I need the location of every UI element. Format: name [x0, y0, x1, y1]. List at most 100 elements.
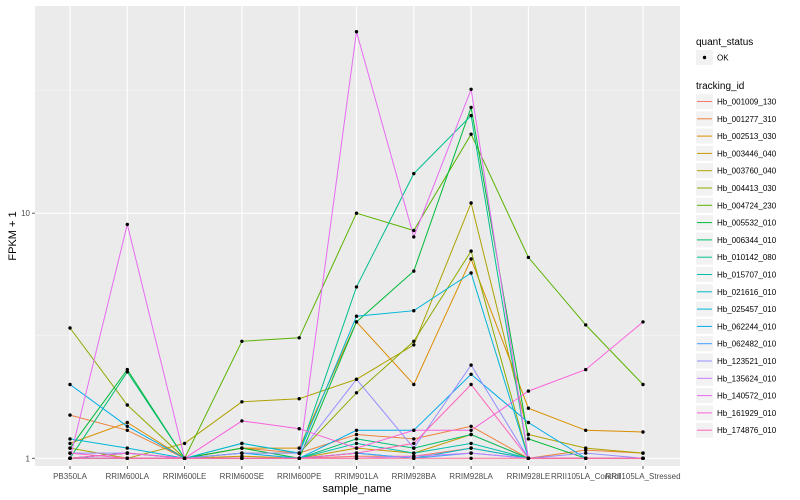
legend-label: Hb_004724_230: [717, 201, 777, 210]
x-tick-label: PB350LA: [53, 472, 87, 481]
data-point: [584, 456, 588, 460]
legend-label: Hb_003446_040: [717, 149, 777, 158]
legend-label: Hb_001277_310: [717, 115, 777, 124]
data-point: [125, 222, 129, 227]
legend: quant_status OK tracking_id Hb_001009_130 Hb…: [696, 37, 777, 438]
data-point: [240, 451, 244, 455]
data-point: [125, 420, 129, 425]
data-point: [354, 391, 359, 395]
data-point: [125, 424, 129, 428]
data-point: [469, 201, 473, 205]
data-point: [641, 456, 645, 460]
data-point: [641, 382, 645, 387]
data-point: [354, 428, 359, 432]
data-point: [354, 320, 359, 324]
data-point: [469, 113, 473, 118]
data-point: [469, 441, 473, 446]
data-point: [125, 456, 129, 460]
legend-label: Hb_001009_130: [717, 98, 777, 107]
data-point: [469, 87, 473, 92]
x-tick-label: RRII105LA_Stressed: [605, 472, 680, 481]
data-point: [240, 441, 244, 446]
legend-label: Hb_004413_030: [717, 184, 777, 193]
data-point: [240, 446, 244, 450]
data-point: [469, 382, 473, 387]
legend-label: Hb_174876_010: [717, 426, 777, 435]
data-point: [526, 456, 531, 460]
data-point: [412, 228, 416, 233]
data-point: [526, 389, 531, 393]
data-point: [125, 370, 129, 374]
data-point: [412, 456, 416, 460]
x-axis-title: sample_name: [322, 483, 391, 495]
data-point: [412, 446, 416, 450]
x-tick-label: RRIM600PE: [277, 472, 321, 481]
data-point: [354, 30, 359, 34]
data-point: [584, 446, 588, 450]
legend-label: OK: [717, 54, 729, 63]
data-point: [354, 432, 359, 437]
legend-label: Hb_140572_010: [717, 392, 777, 401]
legend-label: Hb_021616_010: [717, 288, 777, 297]
data-point: [68, 451, 72, 455]
data-point: [412, 451, 416, 455]
data-point: [412, 171, 416, 176]
data-point: [297, 456, 301, 460]
data-point: [584, 323, 588, 327]
legend-point-key: [702, 55, 707, 60]
data-point: [526, 406, 531, 410]
data-point: [412, 343, 416, 347]
data-point: [240, 339, 244, 343]
y-axis-title: FPKM + 1: [7, 211, 19, 260]
data-point: [412, 441, 416, 446]
data-point: [412, 309, 416, 313]
legend-label: Hb_135624_010: [717, 374, 777, 383]
data-point: [641, 451, 645, 455]
plot-panel: [35, 6, 680, 466]
data-point: [68, 413, 72, 417]
data-point: [354, 456, 359, 460]
data-point: [526, 255, 531, 260]
data-point: [412, 382, 416, 387]
data-point: [526, 432, 531, 437]
data-point: [182, 456, 187, 460]
data-point: [240, 400, 244, 404]
data-point: [469, 363, 473, 367]
data-point: [240, 419, 244, 423]
data-point: [297, 336, 301, 340]
data-point: [68, 456, 72, 460]
data-point: [526, 420, 531, 425]
x-tick-label: RRIM600SE: [220, 472, 264, 481]
legend-label: Hb_062482_010: [717, 340, 777, 349]
x-tick-label: RRIM600LA: [106, 472, 150, 481]
data-point: [584, 367, 588, 372]
data-point: [469, 424, 473, 428]
legend-label: Hb_010142_080: [717, 253, 777, 262]
legend-label: Hb_015707_010: [717, 271, 777, 280]
y-tick-label: 10: [21, 209, 30, 218]
data-point: [297, 446, 301, 450]
data-point: [469, 257, 473, 261]
y-tick-label: 1: [26, 454, 31, 463]
data-point: [584, 451, 588, 455]
data-point: [412, 437, 416, 441]
data-point: [68, 446, 72, 450]
x-tick-label: RRIM600LE: [163, 472, 207, 481]
data-point: [354, 211, 359, 215]
x-tick-label: RRIM901LA: [335, 472, 379, 481]
x-tick-label: RRIM928BA: [392, 472, 437, 481]
data-point: [240, 456, 244, 460]
legend-label: Hb_025457_010: [717, 305, 777, 314]
data-point: [297, 427, 301, 431]
grid: [35, 6, 680, 466]
axes: 1 10 PB350LA RRIM600LA RRIM600LE RRIM600SE RRI…: [21, 209, 680, 481]
data-point: [526, 437, 531, 441]
legend-title-quant-status: quant_status: [696, 37, 753, 48]
data-point: [354, 446, 359, 450]
data-point: [469, 432, 473, 437]
data-point: [412, 269, 416, 273]
data-point: [469, 456, 473, 460]
legend-label: Hb_062244_010: [717, 322, 777, 331]
data-point: [469, 428, 473, 432]
data-point: [125, 428, 129, 432]
